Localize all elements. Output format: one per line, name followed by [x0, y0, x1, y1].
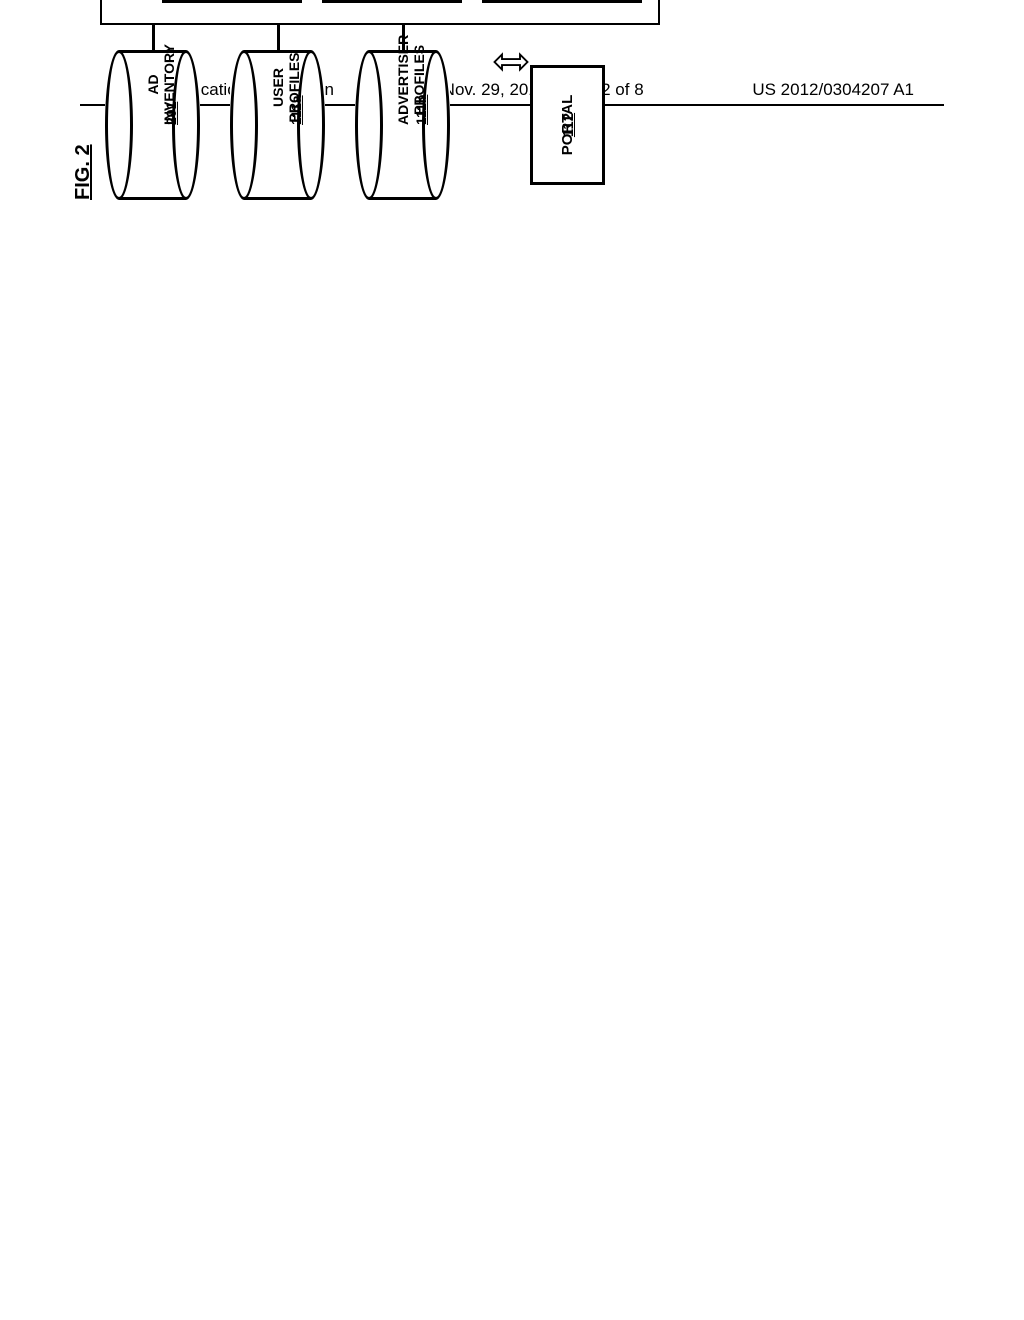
db-ad-inventory: AD INVENTORY 201 [105, 50, 200, 200]
figure-label: FIG. 2 [72, 144, 95, 200]
box-portal: PORTAL 112 [530, 65, 605, 185]
box-portal-ref: 112 [560, 113, 577, 137]
arrow-portal-platform [493, 44, 529, 80]
line-userprof-platform [277, 25, 280, 50]
db-advertiser-profiles: ADVERTISER PROFILES 111b [355, 50, 450, 200]
db-ad-inventory-ref: 201 [163, 102, 179, 125]
module-communication: COMMUNICATION INTERFACE 211 [482, 0, 642, 3]
figure-canvas: FIG. 2 AD INVENTORY 201 USER PROFILES 11… [100, 0, 920, 200]
platform-title: CORRELATION PLATFORM 101 [116, 0, 133, 23]
db-user-profiles: USER PROFILES 111a [230, 50, 325, 200]
db-advertiser-profiles-ref: 111b [413, 95, 429, 125]
module-tracking: TRACKING MODULE 203 [162, 0, 302, 3]
correlation-platform: CORRELATION PLATFORM 101 TRACKING MODULE… [100, 0, 660, 25]
module-control: CONTROL MODULE 209 [322, 0, 462, 3]
db-user-profiles-ref: 111a [288, 95, 304, 125]
